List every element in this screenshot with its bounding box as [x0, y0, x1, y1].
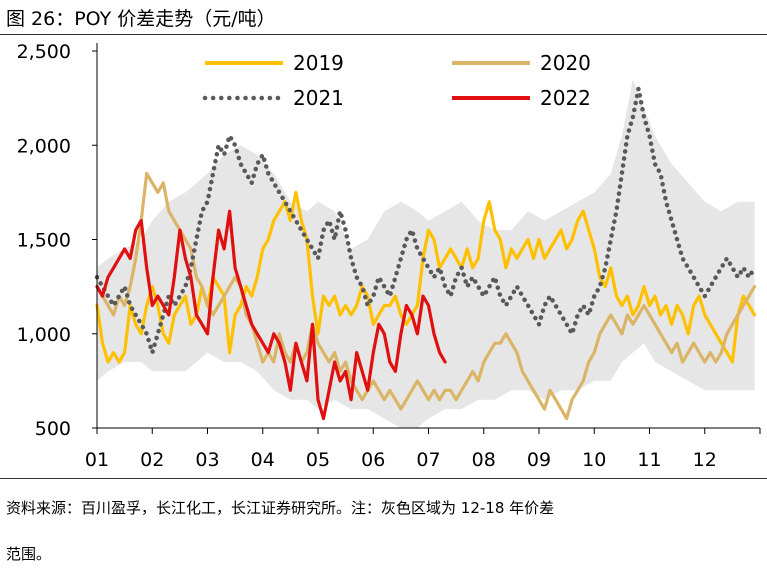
legend-label-2019: 2019: [293, 51, 344, 75]
x-tick-label: 04: [251, 449, 275, 471]
x-tick-label: 08: [472, 449, 496, 471]
figure-title: 图 26：POY 价差走势（元/吨）: [6, 8, 276, 30]
x-tick-label: 01: [85, 449, 109, 471]
y-tick-label: 500: [35, 418, 71, 440]
series-line-2022: [95, 209, 447, 421]
series-layer: [94, 86, 757, 421]
axis-layer: 500 1,000 1,500 2,000 2,500 01 02 03 04 05 06 07 08 0…: [17, 41, 761, 471]
y-tick-label: 2,000: [17, 135, 71, 157]
title-rule: [0, 34, 767, 35]
y-tick-label: 1,500: [17, 230, 71, 252]
x-tick-label: 12: [693, 449, 717, 471]
source-note-cont: 范围。: [6, 545, 52, 563]
x-tick-label: 10: [582, 449, 606, 471]
x-tick-label: 07: [416, 449, 440, 471]
legend-label-2020: 2020: [540, 51, 591, 75]
x-tick-label: 06: [361, 449, 385, 471]
legend-label-2022: 2022: [540, 86, 591, 110]
x-tick-label: 05: [306, 449, 330, 471]
band-layer: [97, 79, 755, 429]
legend: 2019 2020 2021 2022: [202, 51, 591, 110]
y-tick-label: 1,000: [17, 324, 71, 346]
legend-label-2021: 2021: [293, 86, 344, 110]
source-rule: [0, 478, 767, 479]
y-tick-label: 2,500: [17, 41, 71, 63]
series-line-2021: [94, 86, 757, 355]
x-tick-label: 03: [195, 449, 219, 471]
x-tick-label: 02: [140, 449, 164, 471]
range-band: [97, 79, 755, 429]
source-note: 资料来源：百川盈孚，长江化工，长江证券研究所。注：灰色区域为 12-18 年价差: [6, 499, 555, 517]
series-line-2020: [95, 171, 757, 421]
x-tick-label: 11: [637, 449, 661, 471]
x-tick-label: 09: [527, 449, 551, 471]
chart: 500 1,000 1,500 2,000 2,500 01 02 03 04 05 06 07 08 0…: [17, 41, 761, 471]
